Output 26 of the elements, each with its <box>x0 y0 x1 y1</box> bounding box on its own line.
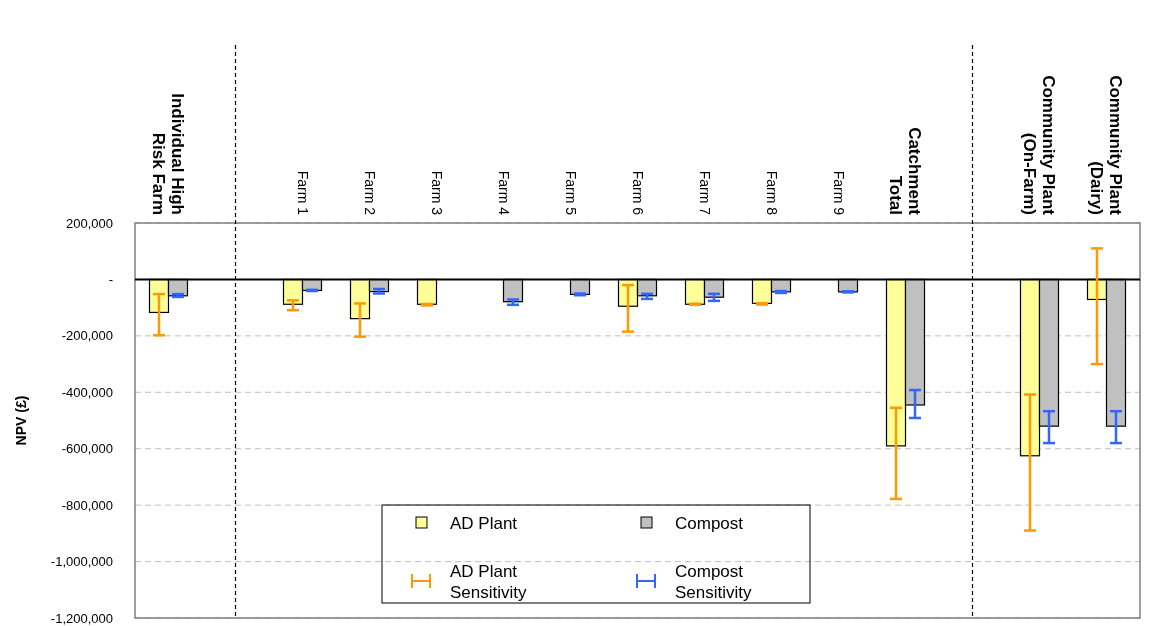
x-tick-label: Farm 8 <box>763 170 780 216</box>
x-tick-label: Individual High Risk Farm <box>149 93 188 215</box>
x-tick-label: Farm 4 <box>495 170 512 216</box>
y-tick-label: -400,000 <box>61 384 113 400</box>
y-tick-label: - <box>108 271 113 287</box>
x-tick-label: Catchment Total <box>886 127 925 216</box>
y-tick-label: -1,200,000 <box>50 610 113 626</box>
y-tick-label: 200,000 <box>66 215 113 231</box>
x-tick-label: Community Plant (Dairy) <box>1087 75 1126 216</box>
y-tick-label: -200,000 <box>61 328 113 344</box>
annotation: Compost Sensitivity <box>675 561 753 602</box>
y-tick-label: -1,000,000 <box>50 554 113 570</box>
x-tick-label: Farm 7 <box>696 170 713 216</box>
annotation: AD Plant Sensitivity <box>450 561 528 602</box>
x-tick-label: Community Plant (On-Farm) <box>1020 75 1059 216</box>
y-axis-title: NPV (£) <box>13 395 29 446</box>
legend-label: Compost <box>675 513 744 533</box>
x-tick-label: Farm 2 <box>361 170 378 216</box>
x-tick-label: Farm 3 <box>428 170 445 216</box>
x-tick-label: Farm 5 <box>562 170 579 216</box>
x-tick-label: Farm 9 <box>830 170 847 216</box>
legend-label: AD Plant <box>450 513 518 533</box>
x-tick-label: Farm 6 <box>629 170 646 216</box>
y-tick-label: -600,000 <box>61 441 113 457</box>
x-tick-label: Farm 1 <box>294 170 311 216</box>
y-tick-label: -800,000 <box>61 497 113 513</box>
